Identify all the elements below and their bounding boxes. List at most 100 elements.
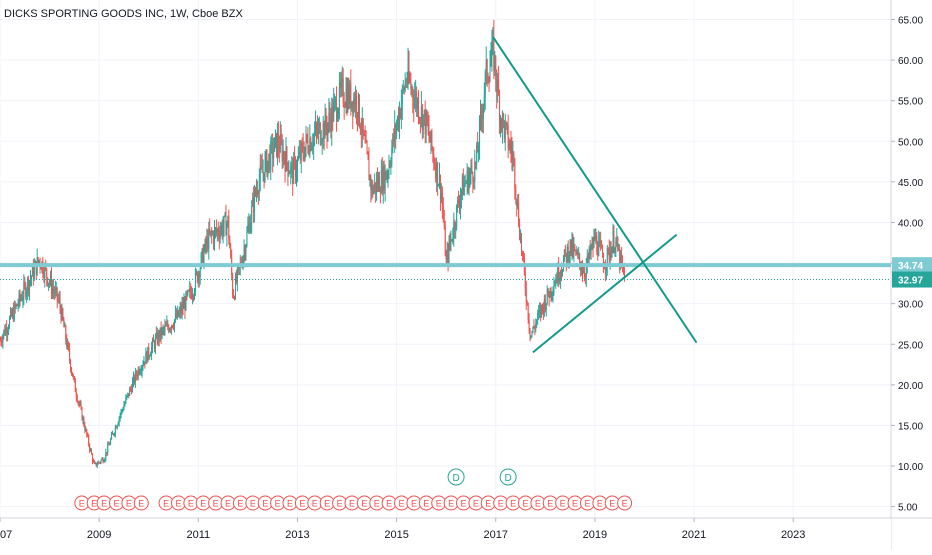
candle-body [439,175,441,199]
candle-body [81,407,83,420]
candle-body [506,123,508,126]
candle-body [219,231,221,239]
candle-body [378,177,380,192]
candle-body [420,106,422,120]
candle-body [498,79,500,95]
earnings-marker[interactable] [617,495,633,511]
candle-body [349,83,351,105]
candle-body [55,287,57,289]
candle-body [342,78,344,104]
candle-body [356,95,358,113]
candle-body [414,98,416,107]
candle-body [440,193,442,199]
candle-body [426,111,428,125]
candle-body [438,175,440,185]
candle-body [434,163,436,167]
candle-body [467,171,469,191]
candle-body [526,302,528,304]
candle-body [147,346,149,363]
time-axis-panel[interactable] [0,518,891,550]
candle-body [42,261,44,275]
candle-body [232,275,234,295]
candle-body [303,154,305,159]
candle-body [93,461,95,464]
candle-body [553,286,555,293]
candle-body [611,247,613,258]
candle-body [466,171,468,183]
candle-body [268,153,270,161]
candle-body [195,272,197,274]
candle-body [50,275,52,283]
candle-body [502,113,504,122]
candle-body [297,156,299,160]
candle-body [307,139,309,151]
candle-body [539,308,541,312]
candle-body [565,252,567,263]
candle-body [574,246,576,250]
candle-body [46,268,48,278]
candle-body [279,135,281,152]
candle-body [33,266,35,279]
candle-body [3,329,5,336]
trendline-ascending[interactable] [532,233,678,354]
candle-body [9,310,11,318]
candle-body [330,119,332,133]
candle-body [351,101,353,109]
candle-body [412,88,414,99]
candle-body [130,388,132,390]
candle-body [503,121,505,139]
candle-body [552,292,554,294]
candle-body [339,82,341,89]
candle-body [571,239,573,253]
candle-body [481,117,483,120]
x-tick-label: 2011 [186,529,210,541]
candle-body [153,342,155,349]
candle-body [296,159,298,172]
candle-body [257,193,259,195]
candle-body [405,82,407,84]
candle-body [508,147,510,149]
candle-body [343,103,345,107]
candle-body [70,359,72,370]
candle-body [35,261,37,275]
earnings-marker-label: E [386,499,392,509]
candle-body [29,280,31,292]
dividend-marker[interactable] [447,468,465,486]
candle-body [589,248,591,254]
candle-body [152,339,154,347]
candle-body [563,249,565,260]
dividend-marker[interactable] [499,468,517,486]
candle-body [281,142,283,162]
candle-body [131,388,133,393]
candle-body [556,279,558,283]
candle-body [280,135,282,143]
earnings-marker-label: E [250,499,256,509]
candle-body [202,248,204,265]
candle-body [479,113,481,120]
candle-body [66,339,68,348]
candle-body [233,294,235,298]
earnings-marker[interactable] [133,495,149,511]
candle-body [450,239,452,244]
candle-body [392,134,394,149]
candle-body [355,95,357,108]
candle-body [205,240,207,246]
candle-body [535,323,537,329]
candle-body [173,327,175,329]
trendline-descending[interactable] [492,36,698,344]
earnings-marker-label: E [622,499,628,509]
candle-body [266,152,268,175]
earnings-marker-label: E [91,499,97,509]
earnings-marker-label: E [374,499,380,509]
candle-body [258,179,260,194]
earnings-marker-label: E [312,499,318,509]
candle-body [65,325,67,340]
candle-body [126,395,128,398]
candle-body [422,114,424,130]
candle-body [38,260,40,263]
candle-body [537,313,539,321]
candle-body [298,151,300,157]
candle-body [58,298,60,300]
candle-body [80,404,82,408]
